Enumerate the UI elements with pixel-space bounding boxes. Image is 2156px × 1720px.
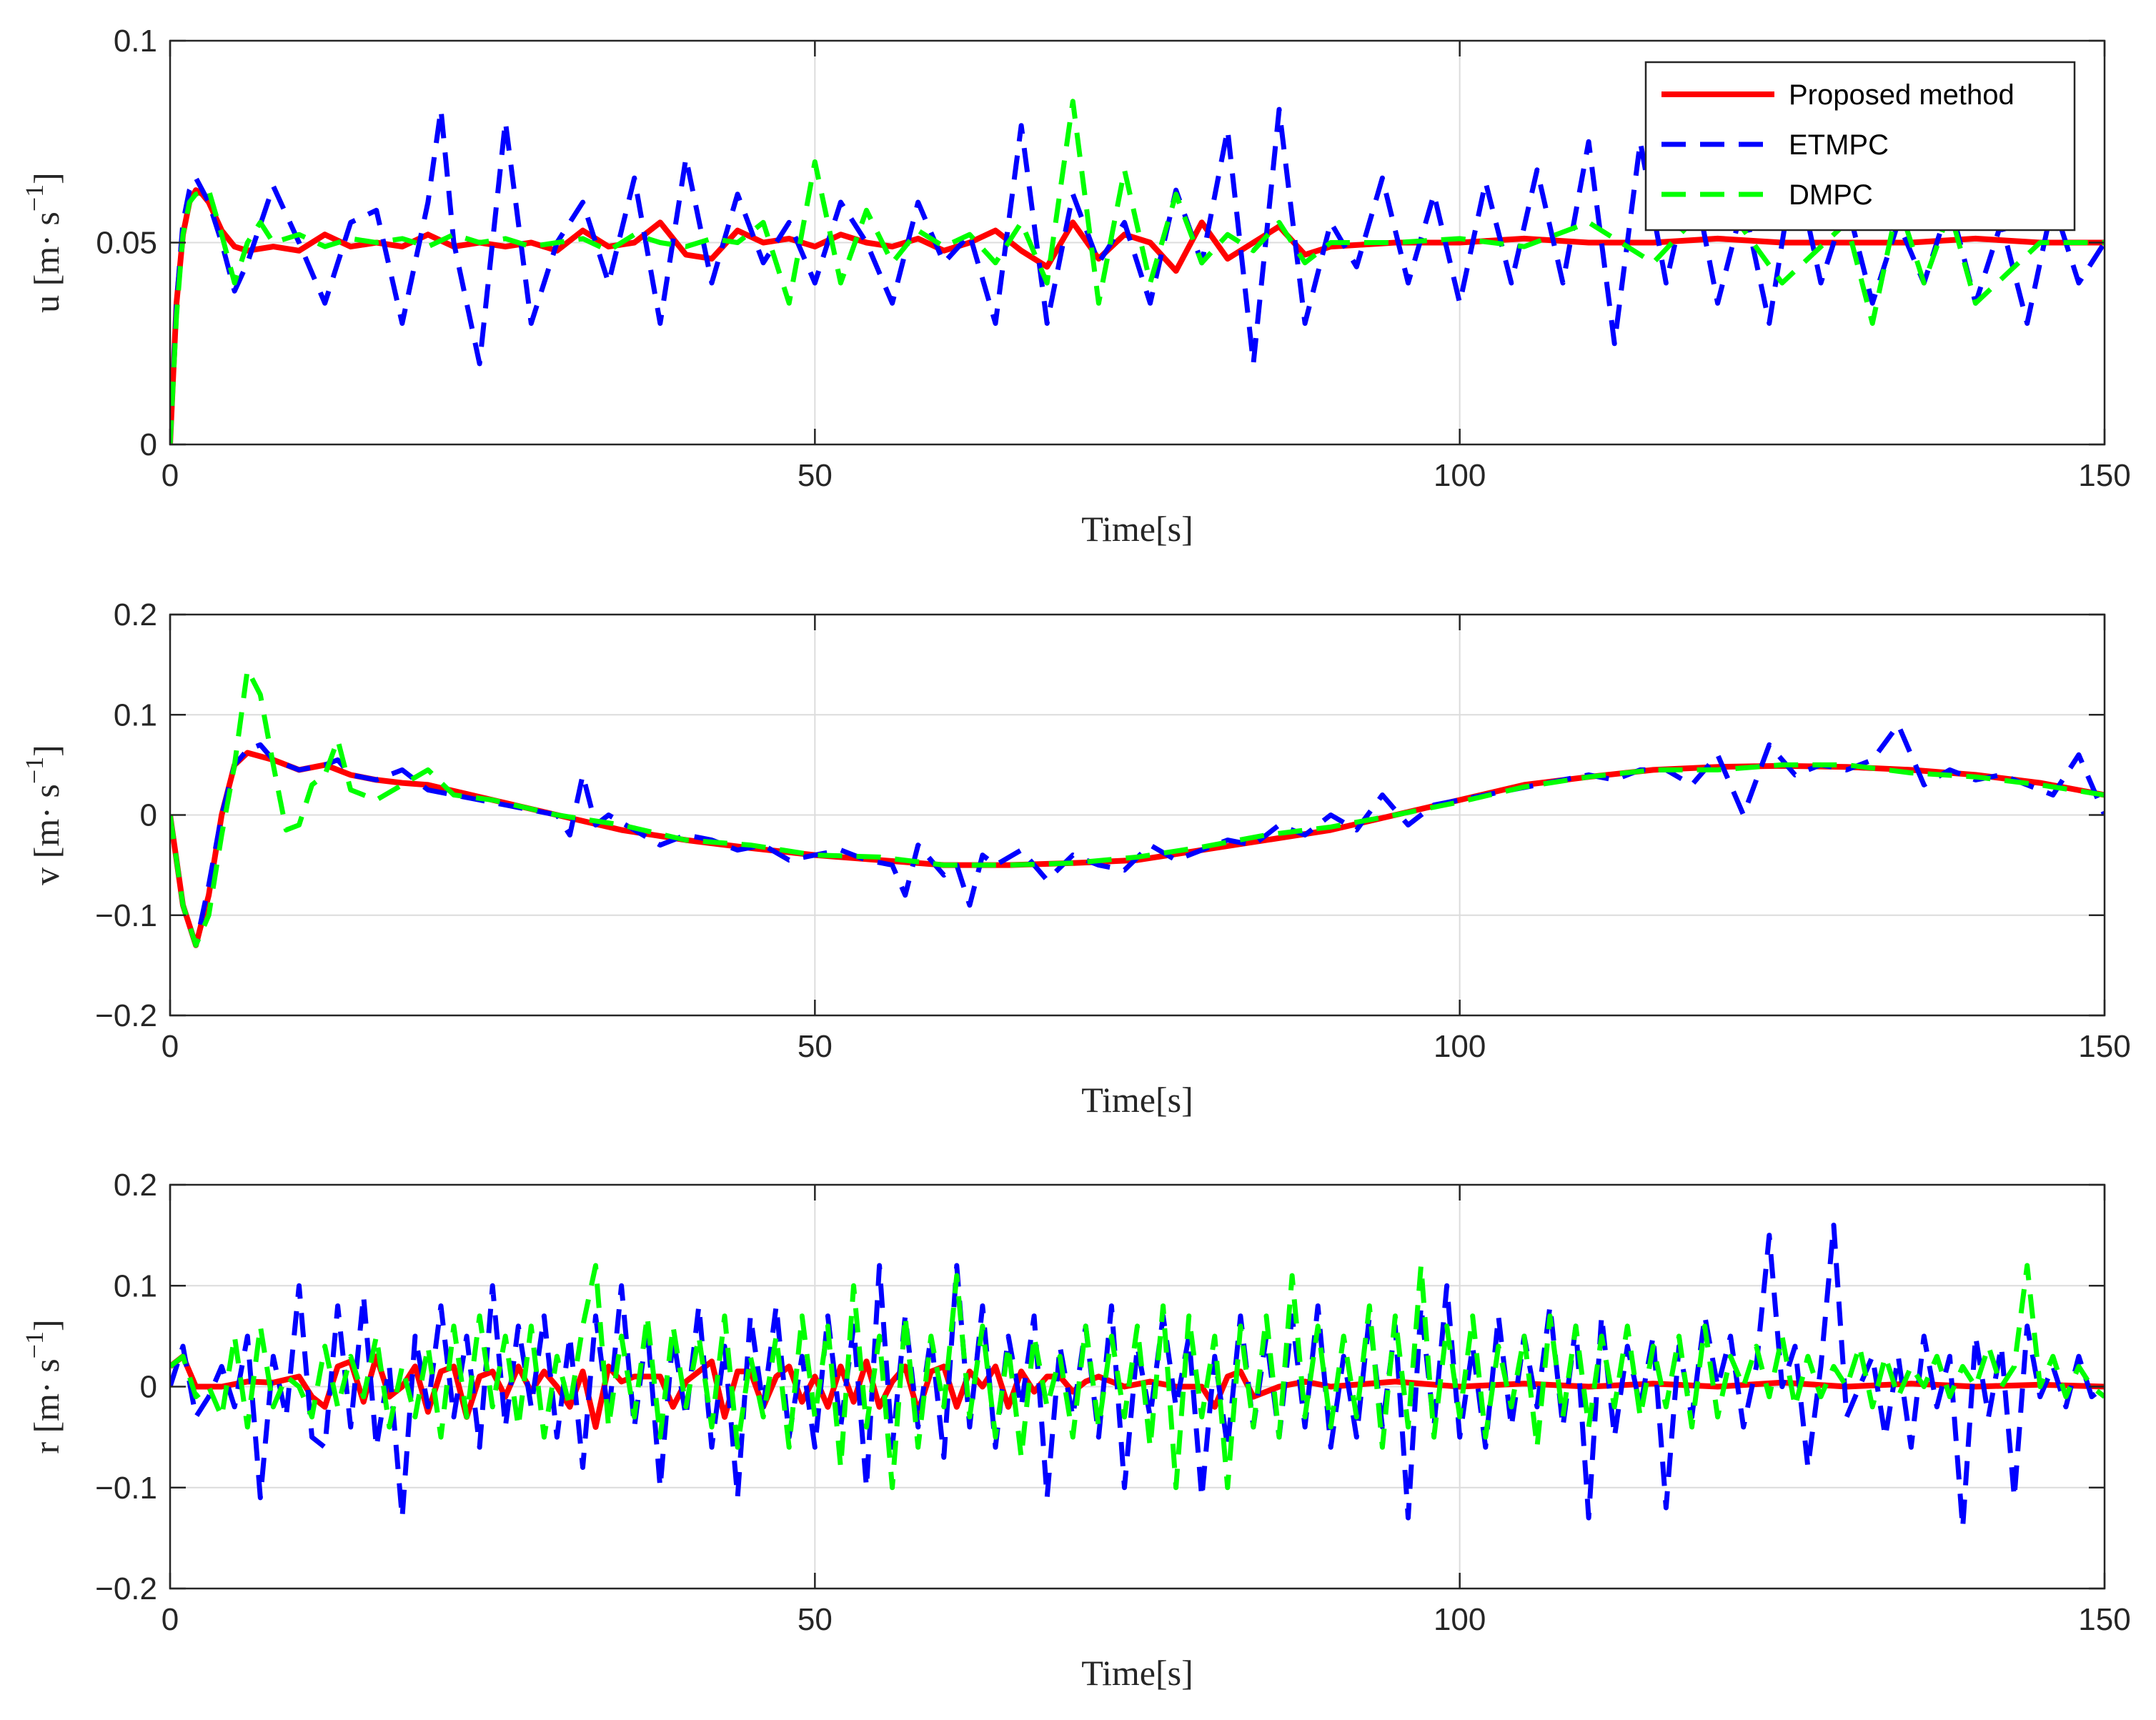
x-tick-label: 150	[2078, 1029, 2130, 1064]
y-axis-label: v [m· s−1]	[20, 745, 66, 885]
series-line-etmpc	[170, 1223, 2105, 1531]
x-tick-label: 0	[162, 1029, 179, 1064]
legend: Proposed method ETMPC DMPC	[1644, 61, 2076, 232]
series-line-dmpc	[170, 667, 2105, 948]
y-tick-label: 0.2	[114, 597, 157, 632]
y-tick-label: 0.1	[114, 24, 157, 59]
y-tick-label: 0.1	[114, 697, 157, 732]
x-tick-label: 150	[2078, 458, 2130, 493]
series-group	[170, 667, 2105, 948]
y-axis-label: r [m· s−1]	[20, 1319, 66, 1453]
legend-label: Proposed method	[1789, 79, 2015, 111]
series-line-etmpc	[170, 106, 2105, 444]
series-line-dmpc	[170, 1263, 2105, 1491]
y-tick-label: −0.1	[95, 1471, 157, 1506]
y-axis-label: u [m· s−1]	[20, 172, 66, 313]
series-line-proposed-method	[170, 750, 2105, 948]
legend-label: DMPC	[1789, 179, 1873, 211]
legend-label: ETMPC	[1789, 129, 1889, 161]
y-tick-label: 0	[140, 427, 157, 462]
x-tick-label: 0	[162, 458, 179, 493]
y-tick-label: 0.2	[114, 1168, 157, 1203]
x-axis-label: Time[s]	[1081, 1080, 1193, 1120]
series-line-etmpc	[170, 722, 2105, 948]
series-group	[170, 1223, 2105, 1531]
series-group	[170, 99, 2105, 444]
x-axis-label: Time[s]	[1081, 509, 1193, 549]
x-tick-label: 50	[798, 1602, 833, 1637]
y-tick-label: −0.2	[95, 998, 157, 1033]
series-line-dmpc	[170, 99, 2105, 444]
x-tick-label: 100	[1434, 458, 1486, 493]
panel-v-velocity: 0 50 100 150 −0.2 −0.1 0 0.1 0.2 Time[s] v [m· s−1…	[20, 597, 2131, 1120]
y-tick-label: 0.1	[114, 1268, 157, 1303]
y-tick-label: 0.05	[96, 226, 157, 261]
x-tick-label: 50	[798, 1029, 833, 1064]
y-tick-label: 0	[140, 798, 157, 833]
y-tick-label: 0	[140, 1370, 157, 1405]
x-tick-label: 100	[1434, 1602, 1486, 1637]
x-tick-label: 100	[1434, 1029, 1486, 1064]
panel-r-velocity: 0 50 100 150 −0.2 −0.1 0 0.1 0.2 Time[s] r [m· s−1…	[20, 1168, 2131, 1693]
y-tick-label: −0.2	[95, 1571, 157, 1606]
y-tick-label: −0.1	[95, 898, 157, 933]
x-tick-label: 50	[798, 458, 833, 493]
x-tick-label: 0	[162, 1602, 179, 1637]
x-tick-label: 150	[2078, 1602, 2130, 1637]
x-axis-label: Time[s]	[1081, 1653, 1193, 1693]
